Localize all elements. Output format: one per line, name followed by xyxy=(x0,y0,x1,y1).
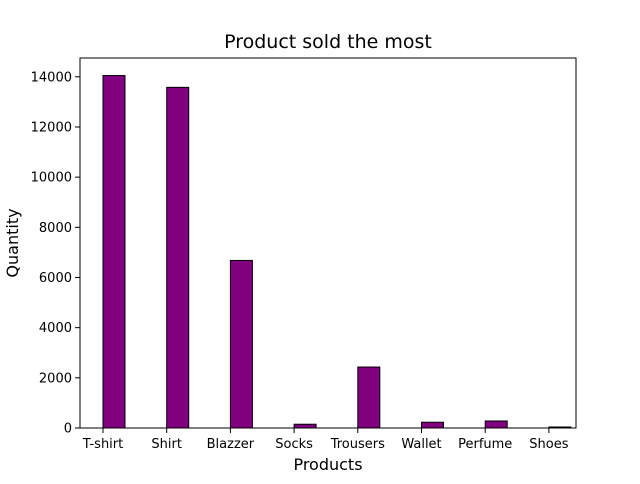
y-tick-label: 14000 xyxy=(31,70,72,85)
y-tick-label: 2000 xyxy=(39,371,72,386)
y-tick-label: 12000 xyxy=(31,120,72,135)
x-tick-label: Socks xyxy=(275,437,313,452)
bar-t-shirt xyxy=(102,75,126,429)
y-axis-label: Quantity xyxy=(3,208,22,277)
x-tick-label: Shoes xyxy=(529,437,568,452)
bar-blazzer xyxy=(229,259,253,429)
x-tick-label: Perfume xyxy=(458,437,512,452)
bar-trousers xyxy=(357,366,381,429)
x-tick-label: Trousers xyxy=(330,437,385,452)
chart-title: Product sold the most xyxy=(224,31,432,53)
x-tick-label: T-shirt xyxy=(82,437,124,452)
x-axis-label: Products xyxy=(293,455,362,474)
x-axis: T-shirt Shirt Blazzer Socks Trousers Wallet Pe… xyxy=(82,428,569,452)
bar-wallet xyxy=(421,421,444,429)
y-tick-label: 0 xyxy=(64,422,72,437)
bar-socks xyxy=(293,423,317,429)
bar-shirt xyxy=(166,86,190,429)
plot-frame xyxy=(79,57,577,429)
y-tick-label: 8000 xyxy=(39,221,72,236)
x-tick-label: Wallet xyxy=(401,437,441,452)
x-tick-label: Blazzer xyxy=(207,437,255,452)
y-tick-label: 4000 xyxy=(39,321,72,336)
bar-perfume xyxy=(484,420,508,429)
y-tick-label: 6000 xyxy=(39,271,72,286)
y-axis: 0 2000 4000 6000 8000 10000 12000 14000 xyxy=(31,70,80,437)
y-tick-label: 10000 xyxy=(31,171,72,186)
x-tick-label: Shirt xyxy=(151,437,182,452)
